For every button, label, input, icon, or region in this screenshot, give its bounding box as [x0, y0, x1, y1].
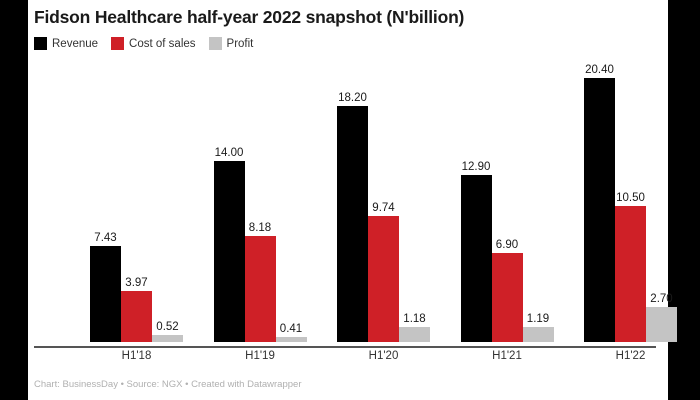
- bar-profit[interactable]: [646, 307, 677, 342]
- bar-group: 18.20 9.74 1.18: [337, 60, 430, 346]
- bar-column: 1.18: [399, 60, 430, 346]
- bar-revenue[interactable]: [90, 245, 121, 342]
- chart-title: Fidson Healthcare half-year 2022 snapsho…: [34, 7, 465, 27]
- bar-column: 0.41: [275, 60, 307, 346]
- x-axis-label-4: H1'22: [615, 350, 646, 362]
- bar-group-bars: 18.20 9.74 1.18: [337, 60, 430, 346]
- bar-group: 20.40 10.50 2.70: [584, 60, 677, 346]
- bar-value-label: 7.43: [94, 231, 117, 244]
- bar-group: 12.90 6.90 1.19: [460, 60, 554, 346]
- bar-profit[interactable]: [275, 336, 307, 342]
- bar-cost-of-sales[interactable]: [244, 236, 276, 342]
- bar-group: 7.43 3.97 0.52: [90, 60, 183, 346]
- bar-value-label: 1.18: [403, 312, 426, 325]
- chart-canvas: Fidson Healthcare half-year 2022 snapsho…: [28, 0, 677, 400]
- bar-revenue[interactable]: [460, 175, 492, 342]
- legend-label: Profit: [226, 37, 254, 50]
- bar-value-label: 18.20: [338, 92, 367, 105]
- bar-value-label: 1.19: [526, 312, 550, 325]
- legend-label: Cost of sales: [129, 37, 196, 50]
- bar-value-label: 0.41: [279, 322, 303, 335]
- chart-legend: Revenue Cost of sales Profit: [34, 37, 266, 50]
- bar-column: 0.52: [152, 60, 183, 346]
- bar-revenue[interactable]: [337, 106, 368, 342]
- bar-group-bars: 14.00 8.18 0.41: [213, 60, 307, 346]
- bar-cost-of-sales[interactable]: [615, 206, 646, 342]
- bar-value-label: 3.97: [125, 276, 148, 289]
- x-axis-label-3: H1'21: [492, 350, 522, 362]
- bar-column: 9.74: [368, 60, 399, 346]
- bar-cost-of-sales[interactable]: [121, 290, 152, 342]
- bar-value-label: 9.74: [372, 201, 395, 214]
- bar-column: 1.19: [522, 60, 554, 346]
- x-axis-label-1: H1'19: [245, 350, 275, 362]
- bar-column: 14.00: [213, 60, 245, 346]
- plot-area: 7.43 3.97 0.52 14.00 8.18 0.41 18.20 9.74 1.18 12…: [28, 60, 677, 350]
- bar-value-label: 10.50: [616, 192, 645, 205]
- bar-group: 14.00 8.18 0.41: [213, 60, 307, 346]
- bar-cost-of-sales[interactable]: [368, 215, 399, 342]
- bar-group-bars: 20.40 10.50 2.70: [584, 60, 677, 346]
- bar-value-label: 0.52: [156, 321, 179, 334]
- legend-item-cost-of-sales[interactable]: Cost of sales: [111, 37, 196, 50]
- legend-swatch-cost-of-sales-icon: [111, 37, 125, 50]
- bar-column: 12.90: [460, 60, 492, 346]
- bar-column: 10.50: [615, 60, 646, 346]
- legend-swatch-profit-icon: [208, 37, 222, 50]
- bar-profit[interactable]: [522, 326, 554, 342]
- bar-value-label: 14.00: [214, 146, 244, 159]
- legend-swatch-revenue-icon: [34, 37, 47, 50]
- bar-profit[interactable]: [152, 335, 183, 342]
- bar-revenue[interactable]: [213, 160, 245, 342]
- bar-revenue[interactable]: [584, 78, 615, 342]
- bar-value-label: 6.90: [495, 238, 519, 251]
- legend-label: Revenue: [52, 37, 99, 50]
- x-axis-label-2: H1'20: [368, 350, 399, 362]
- bar-column: 3.97: [121, 60, 152, 346]
- bar-value-label: 20.40: [585, 64, 614, 76]
- bar-column: 8.18: [244, 60, 276, 346]
- bar-column: 7.43: [90, 60, 121, 346]
- bar-value-label: 2.70: [650, 293, 673, 306]
- legend-item-revenue[interactable]: Revenue: [34, 37, 98, 50]
- x-axis-label-0: H1'18: [121, 350, 152, 362]
- x-axis-tick-labels: H1'18 H1'19 H1'20 H1'21 H1'22: [28, 350, 668, 372]
- bar-group-bars: 7.43 3.97 0.52: [90, 60, 183, 346]
- bar-cost-of-sales[interactable]: [491, 252, 523, 342]
- bar-column: 2.70: [646, 60, 677, 346]
- bar-group-bars: 12.90 6.90 1.19: [460, 60, 554, 346]
- bar-column: 18.20: [337, 60, 368, 346]
- bar-profit[interactable]: [399, 326, 430, 342]
- bar-value-label: 8.18: [248, 222, 272, 235]
- bar-value-label: 12.90: [461, 161, 491, 174]
- chart-footer-credit: Chart: BusinessDay • Source: NGX • Creat…: [34, 379, 302, 390]
- bar-column: 6.90: [491, 60, 523, 346]
- bar-column: 20.40: [584, 60, 615, 346]
- x-axis-line: [34, 346, 656, 348]
- legend-item-profit[interactable]: Profit: [208, 37, 254, 50]
